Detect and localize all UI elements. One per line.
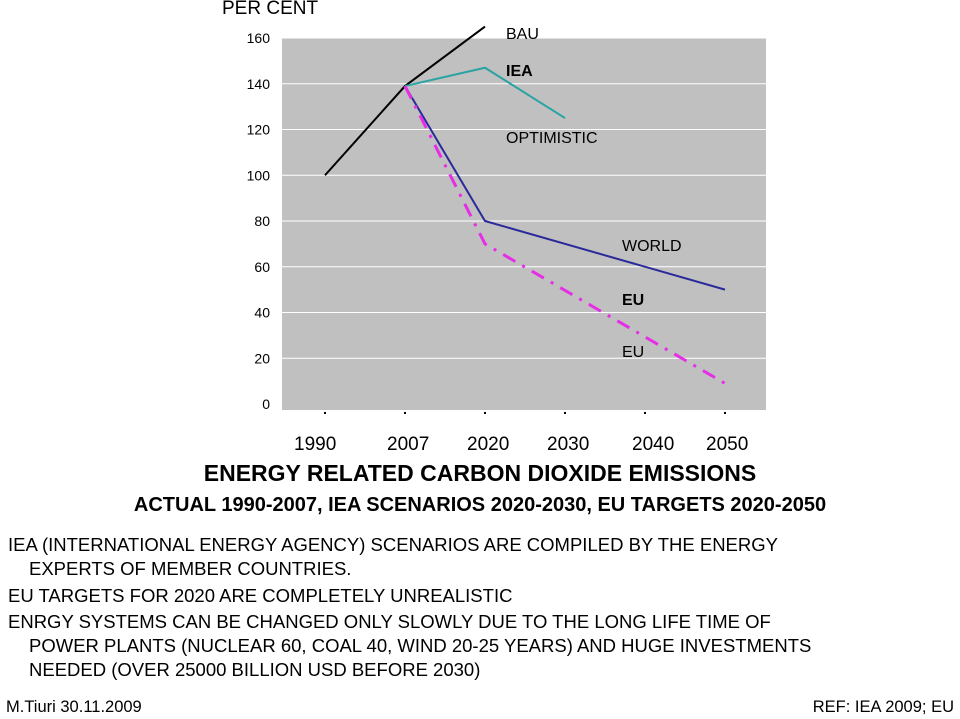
paragraph-energy-systems-line-2: POWER PLANTS (NUCLEAR 60, COAL 40, WIND … xyxy=(29,635,812,656)
y-axis-ticks: 0 20 40 60 80 100 120 140 160 xyxy=(247,30,271,412)
paragraph-iea: IEA (INTERNATIONAL ENERGY AGENCY) SCENAR… xyxy=(8,533,958,581)
x-axis-tick-marks xyxy=(324,412,726,414)
y-tick-label-140: 140 xyxy=(247,76,271,92)
paragraph-eu-targets: EU TARGETS FOR 2020 ARE COMPLETELY UNREA… xyxy=(8,584,958,608)
paragraph-iea-line-2: EXPERTS OF MEMBER COUNTRIES. xyxy=(29,558,352,579)
x-tick-label-2007: 2007 xyxy=(387,434,430,455)
x-tick-label-1990: 1990 xyxy=(294,434,337,455)
footer-author: M.Tiuri 30.11.2009 xyxy=(6,698,142,716)
y-tick-label-80: 80 xyxy=(254,213,270,229)
series-lines xyxy=(324,25,726,385)
series-label-iea: IEA xyxy=(506,63,533,80)
series-label-eu-bold: EU xyxy=(622,292,645,309)
plot-area xyxy=(282,38,766,410)
paragraph-iea-line-1: IEA (INTERNATIONAL ENERGY AGENCY) SCENAR… xyxy=(8,534,778,555)
y-tick-label-160: 160 xyxy=(247,30,271,46)
paragraph-energy-systems-line-3: NEEDED (OVER 25000 BILLION USD BEFORE 20… xyxy=(29,659,481,680)
x-tick-label-2050: 2050 xyxy=(706,434,749,455)
series-label-bau: BAU xyxy=(506,26,539,43)
footer-reference: REF: IEA 2009; EU xyxy=(812,698,954,716)
x-tick-label-2040: 2040 xyxy=(632,434,675,455)
page-title: ENERGY RELATED CARBON DIOXIDE EMISSIONS xyxy=(203,460,757,486)
y-tick-label-60: 60 xyxy=(254,259,270,275)
page-subtitle: ACTUAL 1990-2007, IEA SCENARIOS 2020-203… xyxy=(133,494,827,516)
emissions-chart: 0 20 40 60 80 100 120 140 160 xyxy=(247,25,766,414)
x-tick-label-2030: 2030 xyxy=(547,434,590,455)
y-tick-label-100: 100 xyxy=(247,167,271,183)
y-tick-label-120: 120 xyxy=(247,122,271,138)
y-tick-label-40: 40 xyxy=(254,305,270,321)
paragraph-energy-systems: ENRGY SYSTEMS CAN BE CHANGED ONLY SLOWLY… xyxy=(8,610,958,682)
y-axis-title: PER CENT xyxy=(222,0,319,19)
y-tick-label-20: 20 xyxy=(254,350,270,366)
series-label-eu: EU xyxy=(622,344,645,361)
paragraph-energy-systems-line-1: ENRGY SYSTEMS CAN BE CHANGED ONLY SLOWLY… xyxy=(8,611,771,632)
y-tick-label-0: 0 xyxy=(262,396,270,412)
series-label-optimistic: OPTIMISTIC xyxy=(506,130,598,147)
paragraph-eu-targets-line-1: EU TARGETS FOR 2020 ARE COMPLETELY UNREA… xyxy=(8,585,513,606)
series-label-world: WORLD xyxy=(622,238,682,255)
x-tick-label-2020: 2020 xyxy=(467,434,510,455)
